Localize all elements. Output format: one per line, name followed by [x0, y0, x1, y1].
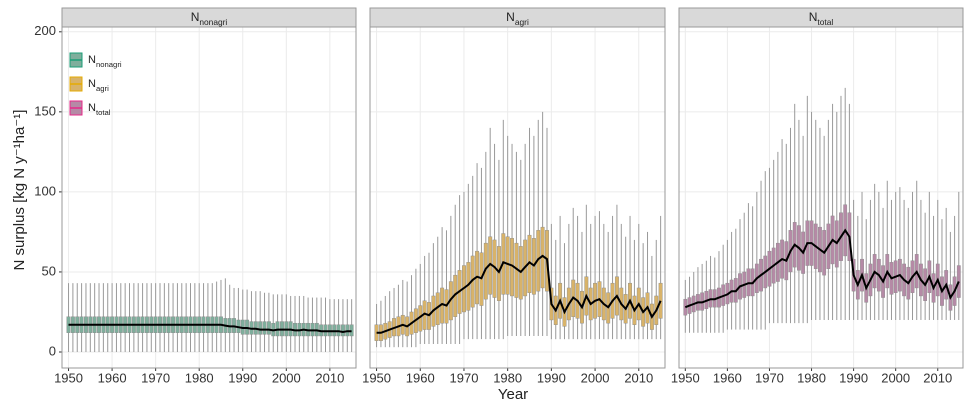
x-tick-label: 1990	[228, 370, 257, 385]
x-tick-label: 2010	[923, 370, 952, 385]
panel-border	[678, 26, 964, 369]
panel-title-base: N	[506, 10, 515, 24]
x-tick-label: 1970	[141, 370, 170, 385]
panel-border	[61, 26, 357, 369]
x-tick-label: 1980	[185, 370, 214, 385]
box	[505, 236, 510, 295]
y-tick-label: 200	[34, 23, 56, 38]
panel-background	[62, 27, 356, 368]
x-tick-label: 1970	[450, 370, 479, 385]
panel-title-base: N	[191, 10, 200, 24]
panel-title: Nagri	[506, 10, 529, 27]
x-tick-label: 2000	[581, 370, 610, 385]
x-tick-label: 1950	[671, 370, 700, 385]
y-tick-label: 150	[34, 103, 56, 118]
y-tick-label: 100	[34, 183, 56, 198]
x-tick-label: 2010	[624, 370, 653, 385]
x-axis-label: Year	[498, 386, 528, 403]
legend-label-sub: nonagri	[96, 60, 122, 69]
y-tick-label: 50	[42, 263, 56, 278]
box	[658, 282, 663, 319]
x-tick-label: 2000	[881, 370, 910, 385]
box	[266, 321, 271, 335]
x-tick-label: 1980	[493, 370, 522, 385]
x-tick-label: 1950	[362, 370, 391, 385]
x-tick-label: 1980	[797, 370, 826, 385]
box	[258, 321, 263, 335]
y-tick-label: 0	[49, 343, 56, 358]
panel-title: Ntotal	[809, 10, 834, 27]
x-tick-label: 2000	[272, 370, 301, 385]
median-line	[684, 228, 960, 309]
legend-label-sub: total	[96, 108, 111, 117]
x-tick-label: 1960	[98, 370, 127, 385]
panel-title-sub: nonagri	[199, 17, 227, 27]
x-tick-label: 2010	[315, 370, 344, 385]
x-tick-label: 1990	[839, 370, 868, 385]
x-tick-label: 1960	[713, 370, 742, 385]
y-axis-label: N surplus [kg N y⁻¹ha⁻¹]	[11, 110, 28, 271]
legend-label: Nagri	[88, 78, 109, 93]
panel-title-sub: total	[817, 17, 833, 27]
box	[496, 246, 501, 301]
x-tick-label: 1950	[54, 370, 83, 385]
median-line	[376, 254, 662, 334]
legend-label-sub: agri	[96, 84, 109, 93]
panel-title: Nnonagri	[191, 10, 228, 27]
x-tick-label: 1970	[755, 370, 784, 385]
panel-background	[679, 27, 963, 368]
box	[340, 324, 345, 337]
panel-border	[369, 26, 666, 369]
legend-label: Ntotal	[88, 102, 111, 117]
x-tick-label: 1990	[537, 370, 566, 385]
median-line	[68, 323, 352, 334]
legend-label-base: N	[88, 102, 96, 114]
panel-title-sub: agri	[515, 17, 529, 27]
panel-title-base: N	[809, 10, 818, 24]
legend-label-base: N	[88, 78, 96, 90]
box	[262, 321, 267, 335]
x-tick-label: 1960	[406, 370, 435, 385]
legend-label-base: N	[88, 54, 96, 66]
legend-label: Nnonagri	[88, 54, 122, 69]
